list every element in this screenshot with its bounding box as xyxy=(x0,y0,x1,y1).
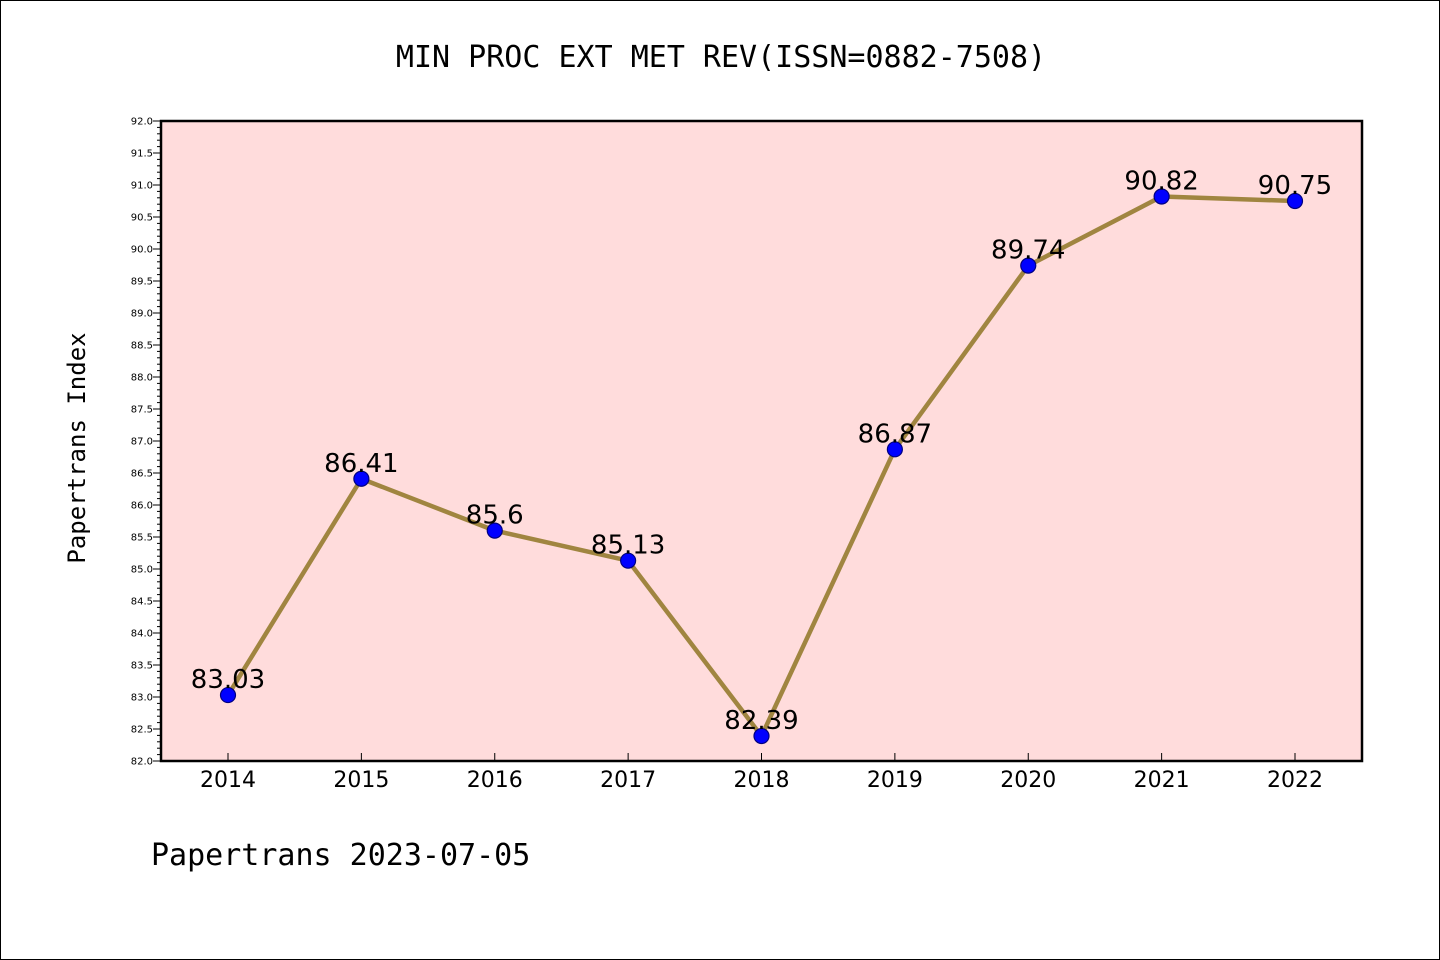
y-tick-label: 86.0 xyxy=(131,501,153,512)
y-axis: 82.0 82.5 83.0 83.5 84.0 84.5 85.0 85.5 86.0 86.5… xyxy=(131,117,161,768)
x-tick-label: 2015 xyxy=(333,768,389,793)
y-tick-label: 85.5 xyxy=(131,533,153,544)
y-axis-label: Papertrans Index xyxy=(63,332,91,563)
data-point-2021 xyxy=(1153,188,1170,205)
data-label-2015: 86.41 xyxy=(324,449,398,479)
y-tick-label: 90.0 xyxy=(131,245,153,256)
y-tick-label: 92.0 xyxy=(131,117,153,128)
x-tick-label: 2022 xyxy=(1267,768,1323,793)
plot-area xyxy=(161,121,1362,761)
plot-border xyxy=(159,119,1364,763)
data-point-2016 xyxy=(486,522,503,539)
data-label-2020: 89.74 xyxy=(991,236,1065,266)
y-tick-label: 83.5 xyxy=(131,661,153,672)
y-tick-label: 87.5 xyxy=(131,405,153,416)
data-label-2016: 85.6 xyxy=(466,501,524,531)
data-label-2014: 83.03 xyxy=(191,665,265,695)
data-point-2022 xyxy=(1286,192,1304,210)
y-tick-label: 86.5 xyxy=(131,469,153,480)
data-label-2018: 82.39 xyxy=(724,706,798,736)
x-tick-label: 2016 xyxy=(467,768,523,793)
data-point-2019 xyxy=(886,441,903,458)
y-tick-label: 83.0 xyxy=(131,693,153,704)
x-axis: 2014 2015 2016 2017 2018 2019 2020 2021 2022 xyxy=(200,753,1323,793)
chart-title: MIN PROC EXT MET REV(ISSN=0882-7508) xyxy=(396,40,1046,75)
y-tick-label: 84.5 xyxy=(131,597,153,608)
x-tick-label: 2018 xyxy=(734,768,790,793)
y-tick-label: 89.0 xyxy=(131,309,153,320)
y-tick-label: 87.0 xyxy=(131,437,153,448)
data-label-2021: 90.82 xyxy=(1124,167,1198,197)
y-tick-label: 82.0 xyxy=(131,757,153,768)
data-label-2019: 86.87 xyxy=(858,419,932,449)
data-point-2014 xyxy=(219,686,237,704)
y-tick-label: 88.0 xyxy=(131,373,153,384)
x-tick-label: 2021 xyxy=(1134,768,1190,793)
x-tick-label: 2019 xyxy=(867,768,923,793)
x-tick-label: 2020 xyxy=(1000,768,1056,793)
data-point-2018 xyxy=(753,727,770,745)
y-tick-label: 91.5 xyxy=(131,149,153,160)
y-tick-label: 91.0 xyxy=(131,181,153,192)
data-point-2017 xyxy=(620,552,637,569)
series: 83.03 86.41 85.6 85.13 82.39 86.87 89.74 90.82 9… xyxy=(191,167,1332,745)
y-tick-label: 88.5 xyxy=(131,341,153,352)
y-tick-label: 84.0 xyxy=(131,629,153,640)
x-tick-label: 2014 xyxy=(200,768,256,793)
y-tick-label: 89.5 xyxy=(131,277,153,288)
data-label-2022: 90.75 xyxy=(1258,171,1332,201)
data-label-2017: 85.13 xyxy=(591,531,665,561)
y-tick-label: 85.0 xyxy=(131,565,153,576)
footer-text: Papertrans 2023-07-05 xyxy=(151,838,530,873)
x-tick-label: 2017 xyxy=(600,768,656,793)
y-tick-label: 90.5 xyxy=(131,213,153,224)
y-tick-label: 82.5 xyxy=(131,725,153,736)
data-point-2020 xyxy=(1020,257,1037,274)
data-point-2015 xyxy=(353,470,370,487)
